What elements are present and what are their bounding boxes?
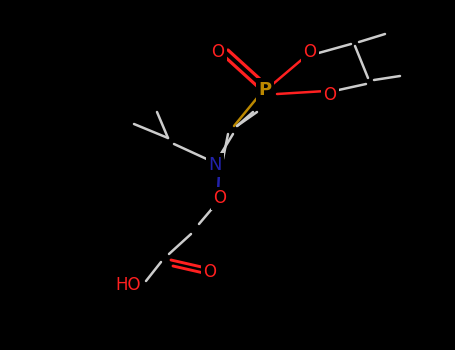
Text: HO: HO xyxy=(115,276,141,294)
Text: O: O xyxy=(213,189,227,207)
Text: O: O xyxy=(324,86,337,104)
Text: O: O xyxy=(212,43,224,61)
Text: P: P xyxy=(258,81,272,99)
Text: O: O xyxy=(203,263,217,281)
Text: N: N xyxy=(208,156,222,174)
Text: O: O xyxy=(303,43,317,61)
